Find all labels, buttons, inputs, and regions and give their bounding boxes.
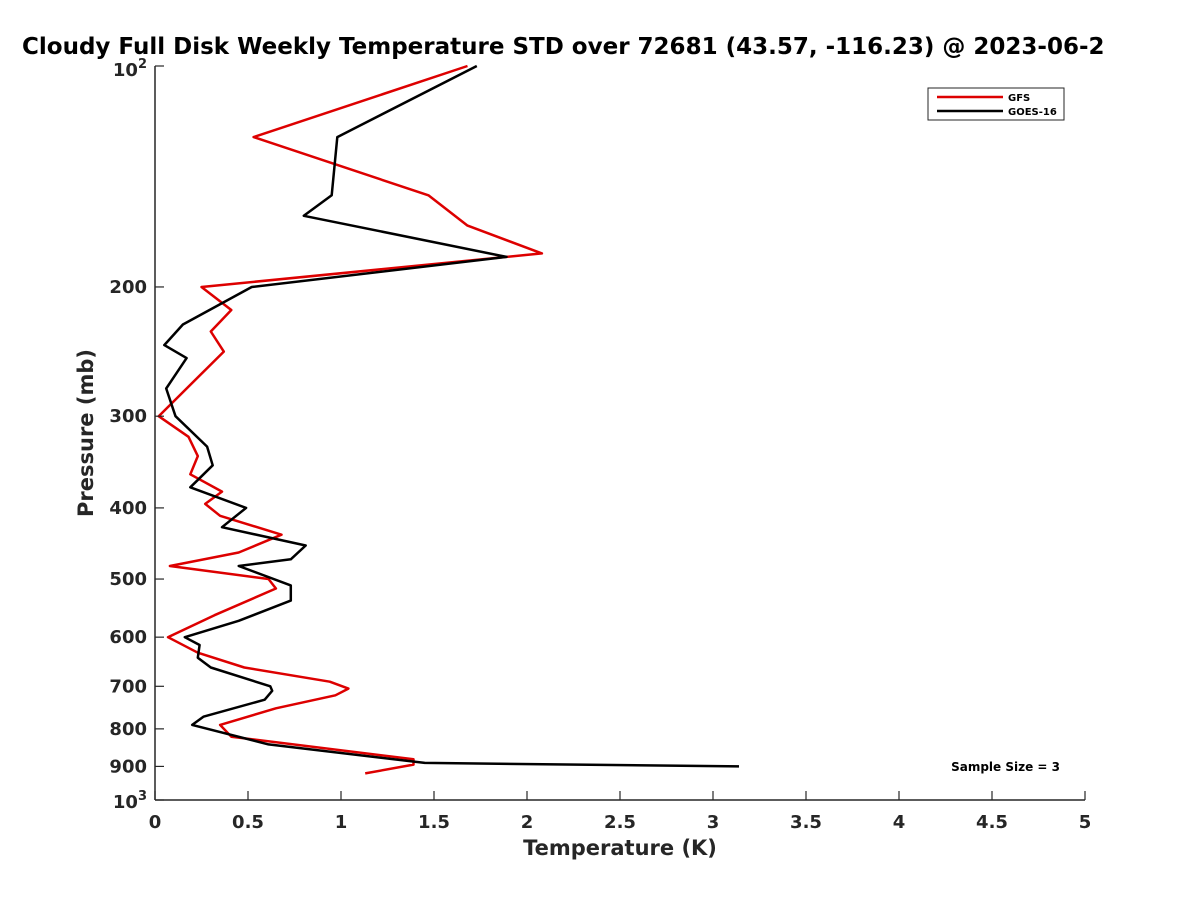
svg-text:102: 102: [113, 57, 147, 81]
x-tick-label: 3.5: [790, 812, 822, 833]
y-tick-label: 900: [109, 756, 147, 777]
x-tick-label: 2: [521, 812, 534, 833]
legend: GFS GOES-16: [927, 87, 1065, 121]
x-axis-label: Temperature (K): [523, 836, 717, 860]
x-tick-label: 3: [707, 812, 720, 833]
y-tick-label: 400: [109, 498, 147, 519]
plot-area: [154, 64, 1085, 801]
series-line-gfs: [157, 64, 544, 775]
series-layer: [157, 64, 740, 775]
y-tick-label: 600: [109, 627, 147, 648]
x-tick-label: 1: [335, 812, 348, 833]
sample-size-annotation: Sample Size = 3: [951, 760, 1060, 774]
y-tick-bottom-base: 10: [113, 792, 138, 813]
plot-frame: [155, 66, 1085, 800]
chart-title: Cloudy Full Disk Weekly Temperature STD …: [22, 34, 1105, 60]
x-tick-label: 4: [893, 812, 906, 833]
x-tick-label: 0: [149, 812, 162, 833]
y-tick-bottom-exponent: 3: [138, 789, 147, 804]
y-tick-top-exponent: 2: [138, 57, 147, 72]
legend-label-goes-16: GOES-16: [1008, 107, 1057, 118]
y-tick-label: 200: [109, 277, 147, 298]
y-tick-label: 500: [109, 569, 147, 590]
series-line-goes-16: [163, 64, 740, 768]
y-tick-label: 700: [109, 676, 147, 697]
legend-box: [927, 87, 1065, 121]
svg-text:103: 103: [113, 789, 147, 813]
x-tick-label: 0.5: [232, 812, 264, 833]
y-axis-label: Pressure (mb): [74, 349, 98, 517]
y-tick-label-top: 102: [113, 57, 147, 81]
x-tick-label: 4.5: [976, 812, 1008, 833]
legend-label-gfs: GFS: [1008, 93, 1030, 104]
y-tick-label-bottom: 103: [113, 789, 147, 813]
y-tick-label: 300: [109, 406, 147, 427]
x-tick-label: 2.5: [604, 812, 636, 833]
y-tick-top-base: 10: [113, 60, 138, 81]
x-axis-ticks: 0 0.5 1 1.5 2 2.5 3 3.5 4 4.5 5: [149, 791, 1092, 833]
x-tick-label: 1.5: [418, 812, 450, 833]
x-tick-label: 5: [1079, 812, 1092, 833]
y-axis-ticks: 200 300 400 500 600 700 800 900: [109, 65, 164, 801]
y-tick-label: 800: [109, 719, 147, 740]
